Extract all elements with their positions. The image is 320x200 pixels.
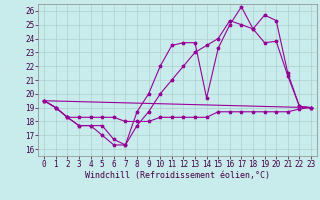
X-axis label: Windchill (Refroidissement éolien,°C): Windchill (Refroidissement éolien,°C) — [85, 171, 270, 180]
